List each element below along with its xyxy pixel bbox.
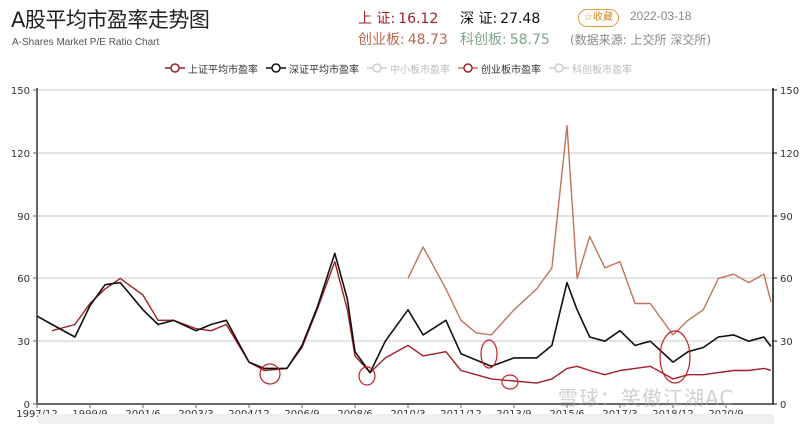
legend-line-circle-icon [458, 63, 478, 73]
bottom-annotation-circles [259, 330, 691, 390]
stat-value: 16.12 [398, 11, 439, 27]
data-date: 2022-03-18 [630, 9, 692, 23]
legend-line-circle-icon [266, 63, 286, 73]
stat-label: 科创板: [460, 32, 507, 48]
y-tick-label: 90 [780, 212, 793, 223]
annotation-circle [659, 330, 691, 384]
series-line-2 [407, 124, 772, 336]
y-tick-label: 30 [780, 337, 793, 348]
annotation-circle [501, 374, 519, 390]
y-tick-label: 150 [11, 86, 30, 97]
legend-label: 科创板市盈率 [572, 64, 632, 76]
legend-item-shenzhen[interactable]: 深证平均市盈率 [266, 61, 359, 76]
series-lines [36, 124, 772, 384]
horizontal-scrollbar[interactable] [38, 414, 774, 424]
stat-value: 48.73 [407, 32, 448, 48]
legend-line-circle-icon [165, 63, 185, 73]
data-source: (数据来源: 上交所 深交所) [570, 33, 712, 47]
legend-line-circle-icon [367, 63, 387, 73]
y-tick-label: 60 [780, 274, 793, 285]
y-tick-label: 60 [17, 274, 30, 285]
legend-label: 上证平均市盈率 [188, 64, 258, 76]
y-tick-label: 120 [11, 149, 30, 160]
page-title: A股平均市盈率走势图 [11, 8, 210, 32]
annotation-circle [358, 366, 376, 386]
legend-item-chinext[interactable]: 创业板市盈率 [458, 61, 541, 76]
stat-label: 上 证: [358, 11, 396, 27]
annotation-circle [480, 339, 498, 369]
watermark: 雪球：笑傲江湖AC [558, 386, 735, 410]
stat-star-market: 科创板: 58.75 [460, 29, 550, 49]
favorite-button[interactable]: ☆收藏 [578, 9, 619, 27]
series-line-1 [36, 252, 772, 374]
x-tick-label: 1997/12 [16, 409, 58, 420]
stat-shenzhen: 深 证: 27.48 [460, 8, 540, 28]
y-tick-label: 0 [24, 400, 30, 411]
stat-value: 27.48 [500, 11, 541, 27]
legend-label: 创业板市盈率 [481, 64, 541, 76]
chart-legend: 上证平均市盈率 深证平均市盈率 中小板市盈率 创业板市盈率 科创板市盈率 [165, 60, 632, 76]
stat-shanghai: 上 证: 16.12 [358, 8, 438, 28]
legend-item-shanghai[interactable]: 上证平均市盈率 [165, 61, 258, 76]
legend-label: 深证平均市盈率 [289, 64, 359, 76]
annotation-circle [259, 363, 281, 385]
y-tick-label: 120 [780, 149, 799, 160]
legend-item-star-market[interactable]: 科创板市盈率 [549, 61, 632, 76]
stat-value: 58.75 [509, 32, 550, 48]
legend-item-sme-board[interactable]: 中小板市盈率 [367, 61, 450, 76]
y-tick-label: 30 [17, 337, 30, 348]
y-tick-label: 0 [780, 400, 786, 411]
y-tick-label: 90 [17, 212, 30, 223]
y-tick-label: 150 [780, 86, 799, 97]
stat-label: 创业板: [358, 32, 405, 48]
page-subtitle: A-Shares Market P/E Ratio Chart [12, 37, 160, 48]
stat-chinext: 创业板: 48.73 [358, 29, 448, 49]
left-y-axis: 150 120 90 60 30 0 [11, 86, 38, 411]
stat-label: 深 证: [460, 11, 498, 27]
right-y-axis: 150 120 90 60 30 0 [772, 86, 799, 411]
legend-line-circle-icon [549, 63, 569, 73]
legend-label: 中小板市盈率 [390, 64, 450, 76]
